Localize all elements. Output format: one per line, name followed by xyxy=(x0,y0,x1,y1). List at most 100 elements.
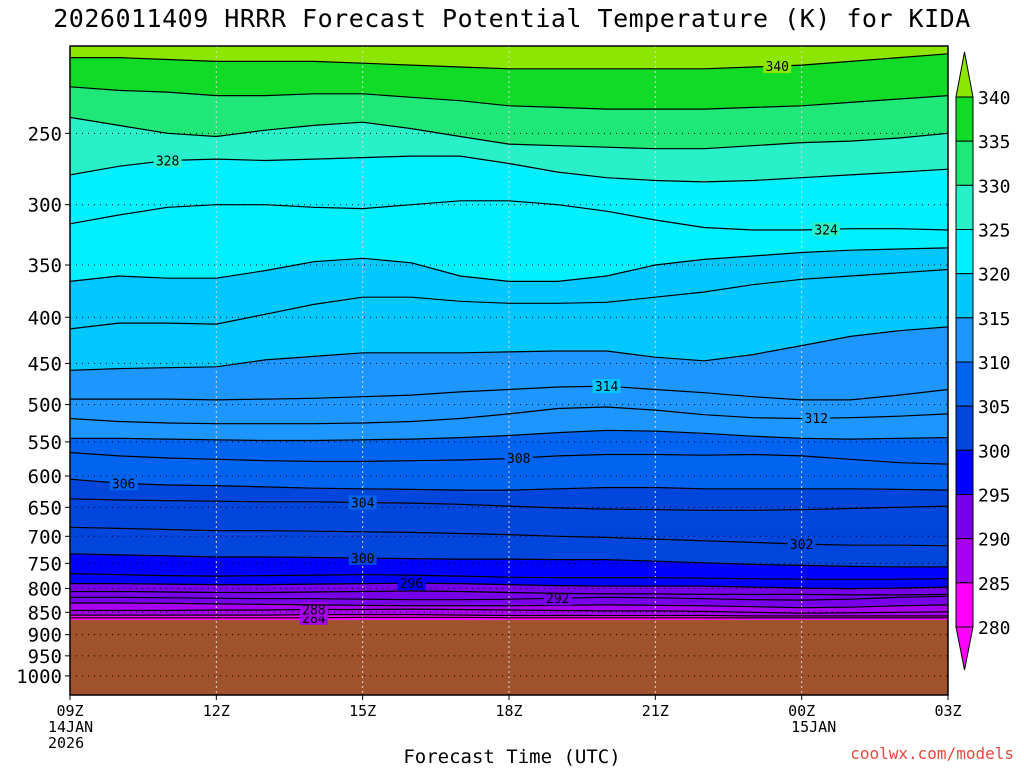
contour-label-bg xyxy=(812,222,841,237)
colorbar-bin xyxy=(955,96,974,142)
contour-label-312: 312 xyxy=(805,412,828,427)
contour-label-302: 302 xyxy=(790,538,813,553)
contour-line-332 xyxy=(70,116,948,150)
fill-band xyxy=(70,407,948,441)
x-tick-label: 14JAN xyxy=(48,718,93,736)
contour-label-300: 300 xyxy=(351,552,374,567)
contour-line-316 xyxy=(70,326,948,371)
y-tick-label: 700 xyxy=(28,526,62,548)
grid-layer xyxy=(70,46,948,695)
colorbar-bin xyxy=(955,582,974,628)
colorbar-bin xyxy=(955,538,974,584)
contour-line-328 xyxy=(70,155,948,183)
fill-band xyxy=(70,247,948,329)
colorbar-bin xyxy=(955,184,974,230)
x-axis-label: Forecast Time (UTC) xyxy=(403,746,621,768)
x-tick-label: 2026 xyxy=(48,734,84,752)
contour-line-336 xyxy=(70,86,948,110)
y-tick-label: 1000 xyxy=(16,666,62,688)
colorbar-bin xyxy=(955,273,974,319)
contour-line-286 xyxy=(70,614,948,617)
fill-band xyxy=(70,603,948,614)
contour-label-bg xyxy=(763,59,792,74)
y-tick-label: 850 xyxy=(28,602,62,624)
contour-label-296: 296 xyxy=(400,577,423,592)
colorbar-tick-label: 300 xyxy=(978,441,1011,462)
x-tick-label: 09Z xyxy=(56,702,83,720)
contour-line-306 xyxy=(70,478,948,491)
fill-band xyxy=(70,117,948,182)
contour-label-bg xyxy=(592,379,621,394)
colorbar-tick-label: 325 xyxy=(978,221,1011,242)
colorbar-tick-label: 290 xyxy=(978,530,1011,551)
x-tick-label: 21Z xyxy=(642,702,669,720)
colorbar-tick-label: 315 xyxy=(978,309,1011,330)
x-tick-label: 00Z xyxy=(788,702,815,720)
colorbar-tick-label: 335 xyxy=(978,132,1011,153)
chart-title: 2026011409 HRRR Forecast Potential Tempe… xyxy=(53,4,971,33)
credit-link[interactable]: coolwx.com/models xyxy=(850,744,1014,763)
contour-line-314 xyxy=(70,385,948,401)
colorbar-bin xyxy=(955,494,974,540)
y-tick-label: 650 xyxy=(28,497,62,519)
y-tick-label: 500 xyxy=(28,395,62,417)
y-tick-label: 750 xyxy=(28,553,62,575)
colorbar-tick-label: 330 xyxy=(978,176,1011,197)
contour-line-304 xyxy=(70,498,948,511)
x-tick-label: 15JAN xyxy=(791,718,836,736)
contour-line-290 xyxy=(70,602,948,609)
colorbar-extend-bottom xyxy=(955,626,974,671)
contour-label-328: 328 xyxy=(156,155,179,170)
contour-label-308: 308 xyxy=(507,452,530,467)
colorbar-tick-label: 340 xyxy=(978,88,1011,109)
colorbar-bin xyxy=(955,361,974,407)
y-tick-label: 950 xyxy=(28,646,62,668)
contour-label-314: 314 xyxy=(595,380,619,395)
contour-label-292: 292 xyxy=(546,592,569,607)
x-tick-label: 03Z xyxy=(934,702,961,720)
contour-label-bg xyxy=(153,153,182,168)
contour-label-340: 340 xyxy=(766,60,789,75)
y-tick-label: 350 xyxy=(28,255,62,277)
contour-line-296 xyxy=(70,582,948,590)
y-tick-label: 250 xyxy=(28,123,62,145)
fill-band xyxy=(70,479,948,511)
x-tick-label: 18Z xyxy=(495,702,522,720)
contour-line-288 xyxy=(70,608,948,614)
y-tick-label: 300 xyxy=(28,195,62,217)
y-tick-label: 900 xyxy=(28,625,62,647)
fill-band xyxy=(70,591,948,601)
y-tick-label: 800 xyxy=(28,579,62,601)
contour-line-312 xyxy=(70,406,948,425)
contour-line-292 xyxy=(70,595,948,601)
fill-band xyxy=(70,156,948,230)
contour-label-bg xyxy=(397,576,426,591)
colorbar-bin xyxy=(955,449,974,496)
colorbar-extend-top xyxy=(955,51,974,98)
contour-label-288: 288 xyxy=(302,604,325,619)
contour-line-320 xyxy=(70,247,948,282)
x-tick-label: 12Z xyxy=(203,702,230,720)
colorbar-tick-label: 305 xyxy=(978,397,1011,418)
colorbar-tick-label: 295 xyxy=(978,486,1011,507)
contour-layer: 2842882922963003023043063083123143243283… xyxy=(70,53,948,627)
contour-label-324: 324 xyxy=(814,223,838,238)
colorbar-bin xyxy=(955,229,974,275)
contour-label-bg xyxy=(787,537,816,552)
colorbar-tick-label: 310 xyxy=(978,353,1011,374)
contour-label-bg xyxy=(504,451,533,466)
colorbar-bin xyxy=(955,405,974,451)
y-tick-label: 550 xyxy=(28,432,62,454)
contour-line-300 xyxy=(70,553,948,568)
contour-line-340 xyxy=(70,53,948,70)
y-tick-label: 600 xyxy=(28,466,62,488)
contour-line-318 xyxy=(70,268,948,330)
contour-line-284 xyxy=(70,616,948,619)
colorbar-bin xyxy=(955,140,974,186)
fill-band xyxy=(70,269,948,371)
contour-line-294 xyxy=(70,590,948,596)
contour-label-304: 304 xyxy=(351,496,375,511)
y-tick-label: 450 xyxy=(28,353,62,375)
